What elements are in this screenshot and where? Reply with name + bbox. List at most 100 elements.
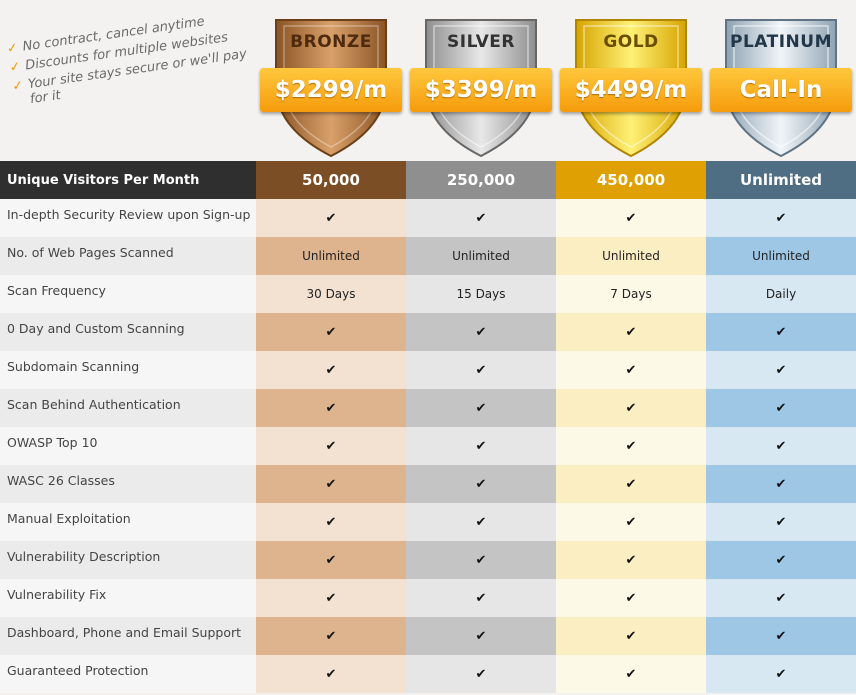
pricing-table: Unique Visitors Per Month 50,000 250,000…: [0, 161, 856, 693]
check-icon: ✔: [406, 351, 556, 389]
feature-label: WASC 26 Classes: [0, 465, 256, 503]
plan-name: SILVER: [447, 32, 515, 52]
check-icon: ✔: [556, 503, 706, 541]
check-icon: ✔: [556, 199, 706, 237]
table-row: Vulnerability Fix ✔ ✔ ✔ ✔: [0, 579, 856, 617]
checkmark: ✔: [475, 666, 487, 682]
checkmark: ✔: [325, 210, 337, 226]
check-icon: ✔: [406, 465, 556, 503]
check-icon: ✓: [6, 40, 19, 57]
plan-price: $3399/m: [410, 68, 552, 112]
table-row: Vulnerability Description ✔ ✔ ✔ ✔: [0, 541, 856, 579]
checkmark: ✔: [625, 324, 637, 340]
value-text: Unlimited: [452, 249, 510, 263]
header-bronze-visitors: 50,000: [256, 161, 406, 199]
plan-bronze[interactable]: BRONZE $2299/m: [260, 16, 402, 161]
check-icon: ✔: [256, 503, 406, 541]
header-platinum-visitors: Unlimited: [706, 161, 856, 199]
table-row: Manual Exploitation ✔ ✔ ✔ ✔: [0, 503, 856, 541]
value-text: Daily: [765, 287, 797, 301]
value-text: Unlimited: [602, 249, 660, 263]
checkmark: ✔: [775, 552, 787, 568]
check-icon: ✔: [556, 655, 706, 693]
checkmark: ✔: [625, 514, 637, 530]
table-row: Subdomain Scanning ✔ ✔ ✔ ✔: [0, 351, 856, 389]
feature-label: Vulnerability Description: [0, 541, 256, 579]
checkmark: ✔: [775, 628, 787, 644]
feature-label: 0 Day and Custom Scanning: [0, 313, 256, 351]
header-silver-visitors: 250,000: [406, 161, 556, 199]
check-icon: ✔: [556, 579, 706, 617]
check-icon: ✔: [556, 617, 706, 655]
feature-label: Vulnerability Fix: [0, 579, 256, 617]
check-icon: ✔: [406, 541, 556, 579]
checkmark: ✔: [775, 362, 787, 378]
checkmark: ✔: [625, 628, 637, 644]
feature-value: 30 Days: [256, 275, 406, 313]
value-text: Unlimited: [302, 249, 360, 263]
check-icon: ✔: [706, 655, 856, 693]
checkmark: ✔: [475, 514, 487, 530]
feature-label: Subdomain Scanning: [0, 351, 256, 389]
feature-label: In-depth Security Review upon Sign-up: [0, 199, 256, 237]
plan-name: PLATINUM: [730, 32, 832, 52]
check-icon: ✔: [406, 579, 556, 617]
check-icon: ✔: [256, 199, 406, 237]
checkmark: ✔: [325, 628, 337, 644]
checkmark: ✔: [775, 438, 787, 454]
table-row: OWASP Top 10 ✔ ✔ ✔ ✔: [0, 427, 856, 465]
check-icon: ✔: [406, 313, 556, 351]
table-row: Scan Behind Authentication ✔ ✔ ✔ ✔: [0, 389, 856, 427]
check-icon: ✔: [706, 503, 856, 541]
check-icon: ✔: [406, 389, 556, 427]
checkmark: ✔: [325, 400, 337, 416]
plan-gold[interactable]: GOLD $4499/m: [560, 16, 702, 161]
check-icon: ✔: [706, 579, 856, 617]
check-icon: ✔: [256, 465, 406, 503]
check-icon: ✔: [556, 351, 706, 389]
check-icon: ✔: [556, 541, 706, 579]
plan-platinum[interactable]: PLATINUM Call-In: [710, 16, 852, 161]
header-label: Unique Visitors Per Month: [0, 161, 256, 199]
table-row: Scan Frequency 30 Days 15 Days 7 Days Daily: [0, 275, 856, 313]
checkmark: ✔: [475, 590, 487, 606]
checkmark: ✔: [475, 552, 487, 568]
feature-value: 15 Days: [406, 275, 556, 313]
table-row: No. of Web Pages Scanned Unlimited Unlimit…: [0, 237, 856, 275]
checkmark: ✔: [325, 552, 337, 568]
checkmark: ✔: [775, 514, 787, 530]
checkmark: ✔: [775, 400, 787, 416]
checkmark: ✔: [625, 476, 637, 492]
checkmark: ✔: [325, 514, 337, 530]
feature-label: Scan Behind Authentication: [0, 389, 256, 427]
checkmark: ✔: [625, 590, 637, 606]
table-row: WASC 26 Classes ✔ ✔ ✔ ✔: [0, 465, 856, 503]
check-icon: ✔: [406, 503, 556, 541]
check-icon: ✔: [556, 465, 706, 503]
pricing-hero: ✓ No contract, cancel anytime ✓ Discounts …: [0, 0, 856, 160]
plan-price: $2299/m: [260, 68, 402, 112]
feature-value: Unlimited: [556, 237, 706, 275]
value-text: 7 Days: [610, 287, 652, 301]
table-row: 0 Day and Custom Scanning ✔ ✔ ✔ ✔: [0, 313, 856, 351]
feature-value: Unlimited: [406, 237, 556, 275]
check-icon: ✔: [256, 313, 406, 351]
feature-label: No. of Web Pages Scanned: [0, 237, 256, 275]
feature-value: Unlimited: [256, 237, 406, 275]
check-icon: ✔: [256, 427, 406, 465]
check-icon: ✔: [256, 655, 406, 693]
checkmark: ✔: [475, 476, 487, 492]
check-icon: ✔: [706, 465, 856, 503]
check-icon: ✔: [556, 427, 706, 465]
feature-label: Guaranteed Protection: [0, 655, 256, 693]
check-icon: ✔: [406, 199, 556, 237]
checkmark: ✔: [475, 210, 487, 226]
table-row: In-depth Security Review upon Sign-up ✔ ✔ ✔…: [0, 199, 856, 237]
perks-list: ✓ No contract, cancel anytime ✓ Discounts …: [6, 9, 254, 114]
plan-silver[interactable]: SILVER $3399/m: [410, 16, 552, 161]
checkmark: ✔: [475, 324, 487, 340]
feature-value: 7 Days: [556, 275, 706, 313]
checkmark: ✔: [625, 210, 637, 226]
plan-price: Call-In: [710, 68, 852, 112]
check-icon: ✔: [706, 617, 856, 655]
